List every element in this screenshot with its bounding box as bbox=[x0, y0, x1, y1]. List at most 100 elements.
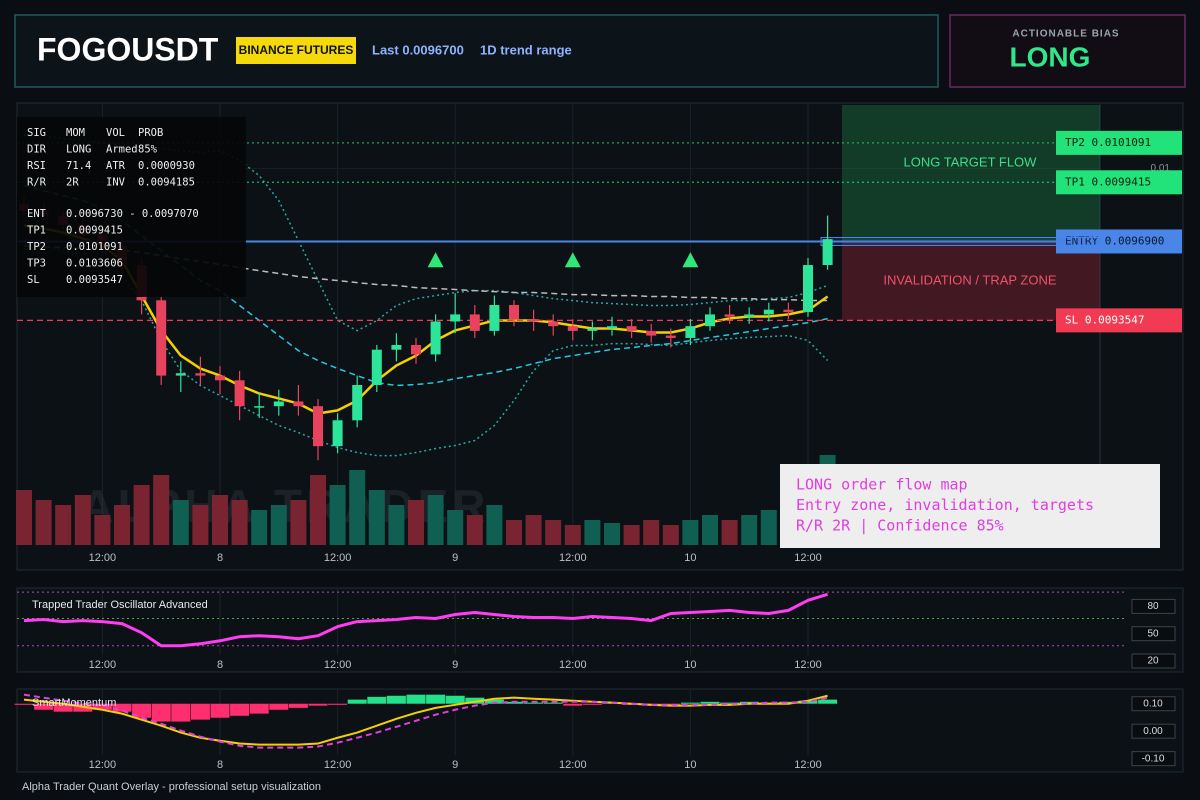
table-cell: R/R bbox=[27, 177, 47, 189]
candle-body bbox=[430, 321, 441, 355]
volume-bar bbox=[427, 495, 444, 545]
histogram-bar bbox=[308, 703, 328, 706]
candle-body bbox=[763, 309, 774, 315]
histogram-bar bbox=[465, 697, 485, 704]
volume-bar bbox=[604, 523, 620, 545]
candle-body bbox=[332, 420, 343, 447]
volume-bar bbox=[290, 500, 307, 545]
exchange-badge bbox=[236, 37, 356, 64]
candle-body bbox=[489, 305, 500, 331]
volume-bar bbox=[349, 470, 366, 545]
volume-bar bbox=[251, 510, 268, 545]
entry-zone bbox=[820, 236, 1101, 246]
candle-body bbox=[685, 326, 696, 338]
histogram-bar bbox=[445, 695, 465, 704]
candle-body bbox=[254, 406, 265, 408]
x-tick-label: 12:00 bbox=[559, 659, 587, 671]
table-cell: LONG bbox=[66, 144, 91, 156]
oscillator-chart: 12:00 8 12:00 9 12:00 10 12:00 20 50 80 Trapped Tr… bbox=[17, 589, 1176, 671]
panel-title: SmartMomentum bbox=[32, 697, 116, 709]
histogram-bar bbox=[680, 702, 700, 704]
zone-label: LONG TARGET FLOW bbox=[904, 154, 1038, 169]
x-tick-label: 12:00 bbox=[794, 659, 822, 671]
candle-body bbox=[175, 373, 186, 376]
table-cell: SL bbox=[27, 274, 40, 286]
oscillator-panel bbox=[16, 587, 1184, 673]
annotation-line: Entry zone, invalidation, targets bbox=[796, 496, 1094, 514]
histogram-bar bbox=[171, 703, 191, 722]
x-tick-label: 12:00 bbox=[324, 759, 352, 771]
table-cell: 0.0096730 - 0.0097070 bbox=[66, 208, 199, 220]
candle-body bbox=[469, 314, 480, 331]
candle-body bbox=[411, 345, 421, 355]
candle-body bbox=[391, 345, 402, 350]
y-tick-label: 50 bbox=[1147, 628, 1159, 639]
table-cell: 0.0093547 bbox=[66, 274, 123, 286]
histogram-bar bbox=[190, 703, 210, 720]
histogram-bar bbox=[92, 703, 112, 710]
candle-body bbox=[528, 319, 539, 322]
histogram-bar bbox=[34, 703, 54, 710]
level-label: TP1 0.0099415 bbox=[1065, 175, 1151, 188]
volume-bar bbox=[662, 525, 679, 545]
candle-body bbox=[371, 349, 382, 385]
y-tick-box bbox=[1131, 751, 1176, 767]
x-tick-label: 12:00 bbox=[794, 759, 822, 771]
volume-bar bbox=[329, 485, 346, 545]
volume-bar bbox=[35, 500, 52, 545]
y-tick-box bbox=[1131, 723, 1176, 739]
last-price: Last 0.0096700 bbox=[372, 42, 464, 57]
volume-bar bbox=[212, 495, 228, 545]
histogram-bar bbox=[720, 702, 740, 704]
volume-bar bbox=[231, 500, 248, 545]
y-tick-label: 80 bbox=[1147, 601, 1159, 612]
candle-body bbox=[724, 314, 735, 317]
candle-body bbox=[744, 314, 755, 317]
histogram-bar bbox=[151, 703, 171, 722]
indicator-line bbox=[23, 239, 829, 457]
histogram-bar bbox=[543, 702, 563, 704]
annotation-box bbox=[780, 464, 1160, 548]
table-cell: 71.4 bbox=[66, 160, 91, 172]
candle-body bbox=[626, 326, 637, 331]
table-cell: PROB bbox=[138, 127, 163, 139]
table-cell: 0.0000930 bbox=[138, 160, 195, 172]
histogram-bar bbox=[288, 703, 308, 708]
volume-bar bbox=[16, 490, 32, 545]
zone-label: INVALIDATION / TRAP ZONE bbox=[883, 272, 1056, 287]
level-label: TP2 0.0101091 bbox=[1065, 136, 1151, 149]
volume-bar bbox=[721, 520, 738, 545]
table-cell: ENT bbox=[27, 208, 47, 220]
table-cell: DIR bbox=[27, 144, 47, 156]
histogram-bar bbox=[14, 703, 34, 705]
table-cell: TP2 bbox=[27, 241, 46, 253]
x-tick-label: 12:00 bbox=[559, 759, 587, 771]
histogram-bar bbox=[524, 702, 544, 704]
x-tick-label: 8 bbox=[217, 759, 223, 771]
histogram-bar bbox=[53, 703, 73, 712]
x-tick-label: 10 bbox=[684, 552, 696, 564]
x-tick-label: 9 bbox=[452, 552, 458, 564]
y-tick-box bbox=[1131, 696, 1176, 712]
zone bbox=[842, 241, 1100, 321]
x-tick-label: 9 bbox=[452, 759, 458, 771]
volume-bar bbox=[623, 525, 640, 545]
volume-bar bbox=[564, 525, 581, 545]
level-badge bbox=[1056, 170, 1182, 195]
x-tick-label: 12:00 bbox=[89, 552, 117, 564]
y-tick-label: 0.00 bbox=[1143, 726, 1163, 737]
histogram-bar bbox=[582, 703, 602, 705]
annotation-line: LONG order flow map bbox=[796, 476, 968, 494]
info-table: SIG MOM VOL PROB DIR LONG Armed 85% RSI 71.4 ATR 0.… bbox=[17, 117, 246, 297]
table-cell: 2R bbox=[66, 177, 79, 189]
table-cell: MOM bbox=[66, 127, 85, 139]
table-cell: ATR bbox=[106, 160, 126, 172]
candle-body bbox=[234, 380, 245, 407]
candle-body bbox=[156, 300, 167, 376]
table-cell: VOL bbox=[106, 127, 125, 139]
x-tick-label: 12:00 bbox=[89, 759, 117, 771]
volume-bar bbox=[153, 475, 170, 545]
histogram-bar bbox=[132, 703, 152, 718]
annotation-line: R/R 2R | Confidence 85% bbox=[796, 517, 1004, 535]
volume-bar bbox=[466, 515, 483, 545]
